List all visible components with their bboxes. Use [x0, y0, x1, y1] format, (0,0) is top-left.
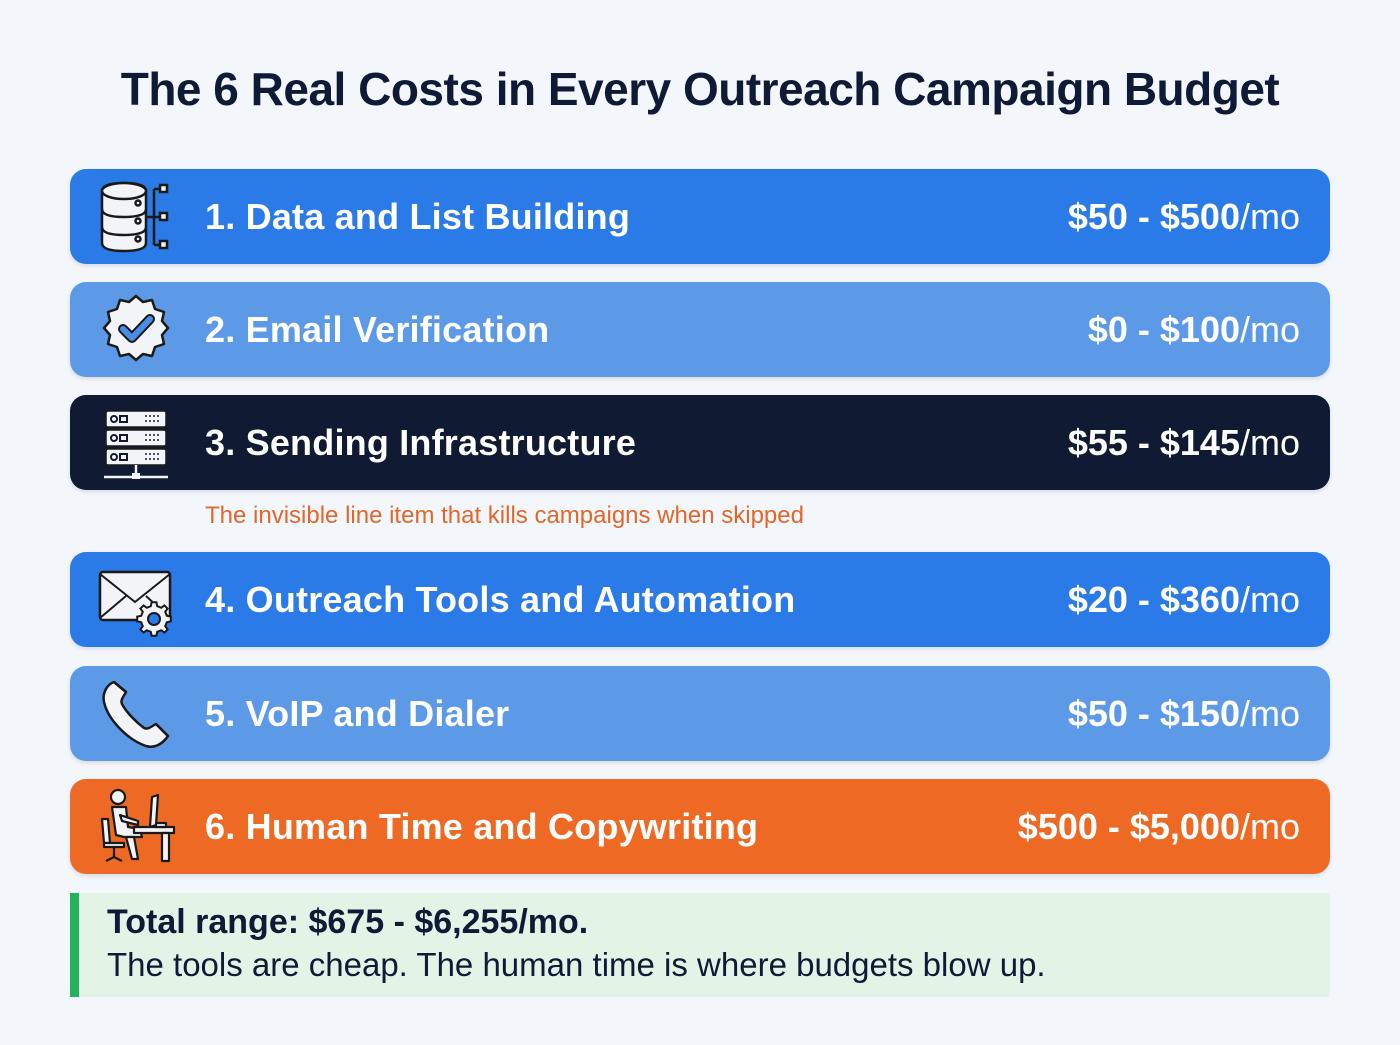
server-rack-icon [94, 401, 178, 485]
cost-item-label: 5. VoIP and Dialer [205, 692, 510, 734]
cost-item-email-verification: 2. Email Verification $0 - $100/mo [70, 282, 1330, 377]
cost-item-sending-infrastructure: 3. Sending Infrastructure $55 - $145/mo [70, 395, 1330, 490]
cost-item-label: 3. Sending Infrastructure [205, 421, 637, 463]
cost-item-price: $500 - $5,000/mo [1017, 805, 1300, 847]
verified-badge-icon [94, 288, 178, 372]
cost-item-price: $50 - $500/mo [1067, 195, 1300, 237]
page-title: The 6 Real Costs in Every Outreach Campa… [120, 63, 1280, 115]
cost-item-price: $0 - $100/mo [1087, 308, 1300, 350]
person-at-desk-icon [94, 785, 178, 869]
cost-item-label: 6. Human Time and Copywriting [205, 805, 759, 847]
cost-item-label: 2. Email Verification [205, 308, 550, 350]
cost-item-data-list-building: 1. Data and List Building $50 - $500/mo [70, 169, 1330, 264]
email-gear-icon [94, 558, 178, 642]
cost-item-price: $20 - $360/mo [1067, 578, 1300, 620]
cost-item-label: 1. Data and List Building [205, 195, 631, 237]
cost-item-label: 4. Outreach Tools and Automation [205, 578, 796, 620]
cost-item-price: $55 - $145/mo [1067, 421, 1300, 463]
cost-item-price: $50 - $150/mo [1067, 692, 1300, 734]
total-range: Total range: $675 - $6,255/mo. [107, 903, 589, 941]
cost-item-human-time: 6. Human Time and Copywriting $500 - $5,… [70, 779, 1330, 874]
summary-subtext: The tools are cheap. The human time is w… [107, 946, 1046, 983]
cost-item-voip-dialer: 5. VoIP and Dialer $50 - $150/mo [70, 666, 1330, 761]
phone-icon [94, 672, 178, 756]
infrastructure-note: The invisible line item that kills campa… [205, 502, 804, 529]
database-icon [94, 175, 178, 259]
cost-item-outreach-tools: 4. Outreach Tools and Automation $20 - $… [70, 552, 1330, 647]
summary-callout: Total range: $675 - $6,255/mo. The tools… [70, 893, 1330, 997]
